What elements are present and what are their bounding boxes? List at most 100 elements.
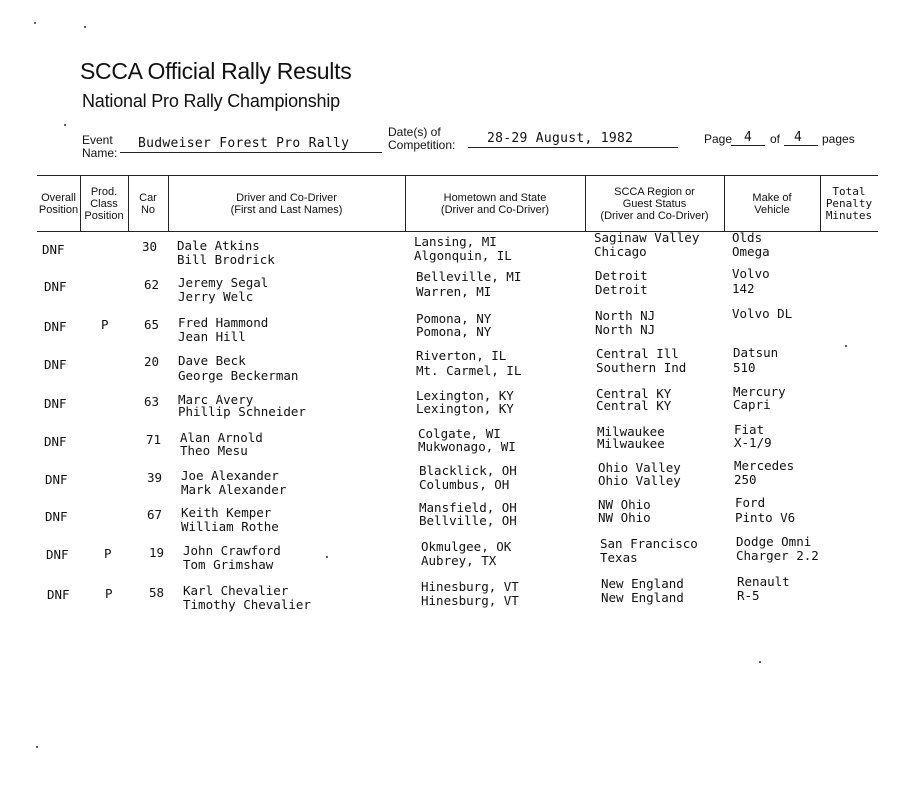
table-header-bottom-rule [37,231,878,232]
table-row: DNF P 58 Karl Chevalier Timothy Chevalie… [0,575,900,624]
co-driver-hometown: Columbus, OH [419,477,510,492]
column-header-region: SCCA Region or Guest Status (Driver and … [600,186,709,222]
vehicle-model: X-1/9 [734,435,772,450]
page-number-underline [731,145,765,146]
column-divider [585,176,586,232]
driver-region: Central KY [596,386,672,401]
vehicle-make: Olds [732,230,763,245]
co-driver-region: Ohio Valley [598,473,681,488]
column-divider [168,176,169,232]
pages-label: pages [822,132,855,146]
driver-hometown: Colgate, WI [418,426,501,441]
overall-position: DNF [42,242,65,257]
driver-region: Central Ill [596,346,679,361]
co-driver-name: Jerry Welc [178,289,254,304]
driver-name: John Crawford [183,543,281,558]
co-driver-hometown: Hinesburg, VT [421,593,519,608]
table-row: DNF P 65 Fred Hammond Jean Hill Pomona, … [0,307,900,354]
dates-underline [468,147,678,148]
co-driver-region: Chicago [594,244,647,259]
co-driver-hometown: Algonquin, IL [414,248,512,263]
driver-hometown: Hinesburg, VT [421,579,519,594]
scan-speck [34,22,36,24]
scan-speck [64,124,66,126]
overall-position: DNF [45,509,68,524]
overall-position: DNF [44,357,67,372]
co-driver-hometown: Warren, MI [416,284,492,299]
driver-name: Keith Kemper [181,505,272,520]
car-number: 30 [142,239,158,254]
column-divider [820,176,821,232]
car-number: 58 [149,585,165,600]
table-row: DNF 67 Keith Kemper William Rothe Mansfi… [0,496,900,546]
driver-name: Joe Alexander [181,468,279,483]
co-driver-region: Texas [600,550,638,565]
driver-hometown: Lexington, KY [416,388,514,403]
overall-position: DNF [44,434,67,449]
overall-position: DNF [44,279,67,294]
page-label: Page [704,132,733,146]
co-driver-hometown: Mukwonago, WI [418,439,516,454]
event-name-label: Event Name: [82,133,118,160]
car-number: 65 [144,317,160,332]
vehicle-model: Charger 2.2 [736,548,819,563]
co-driver-name: George Beckerman [178,368,299,383]
driver-region: San Francisco [600,536,698,551]
table-row: DNF 71 Alan Arnold Theo Mesu Colgate, WI… [0,423,900,470]
scan-speck [84,26,86,28]
co-driver-name: Mark Alexander [181,482,287,497]
column-header-hometown: Hometown and State (Driver and Co-Driver… [440,192,550,216]
car-number: 71 [146,432,162,447]
table-row: DNF 62 Jeremy Segal Jerry Welc Bellevill… [0,267,900,314]
co-driver-name: Theo Mesu [180,443,248,458]
of-label: of [770,132,781,146]
table-row: DNF 39 Joe Alexander Mark Alexander Blac… [0,459,900,508]
vehicle-make: Volvo DL [732,306,793,321]
event-name-underline [120,152,382,153]
vehicle-make: Fiat [734,422,765,437]
scan-speck [845,345,847,347]
column-header-car-no: Car No [139,192,157,216]
co-driver-region: Milwaukee [597,436,665,451]
vehicle-model: 142 [732,281,755,296]
column-header-make: Make of Vehicle [752,192,792,216]
driver-hometown: Pomona, NY [416,311,492,326]
co-driver-name: Timothy Chevalier [183,597,311,612]
table-row: DNF 20 Dave Beck George Beckerman Rivert… [0,346,900,392]
vehicle-model: Capri [733,397,771,412]
vehicle-model: Pinto V6 [735,510,796,525]
scan-speck [759,661,761,663]
vehicle-make: Mercury [733,384,786,399]
driver-region: Ohio Valley [598,460,681,475]
driver-hometown: Okmulgee, OK [421,539,512,554]
co-driver-name: Tom Grimshaw [183,557,274,572]
overall-position: DNF [44,396,67,411]
co-driver-hometown: Aubrey, TX [421,553,497,568]
vehicle-model: 250 [734,472,757,487]
car-number: 19 [149,545,165,560]
column-divider [405,176,406,232]
table-top-rule [37,175,878,176]
vehicle-make: Renault [737,574,790,589]
car-number: 20 [144,354,160,369]
dates-value: 28-29 August, 1982 [487,131,634,146]
driver-region: Detroit [595,268,648,283]
dates-label: Date(s) of Competition: [388,125,456,152]
column-header-driver: Driver and Co-Driver (First and Last Nam… [230,192,343,216]
co-driver-name: Phillip Schneider [178,404,306,419]
co-driver-region: Southern Ind [596,360,687,375]
driver-name: Karl Chevalier [183,583,289,598]
co-driver-region: NW Ohio [598,510,651,525]
overall-position: DNF [45,472,68,487]
driver-name: Dale Atkins [177,238,260,253]
page-total: 4 [794,130,803,145]
column-header-overall: Overall Position [38,192,79,216]
co-driver-name: Jean Hill [178,329,246,344]
vehicle-model: R-5 [737,588,760,603]
vehicle-make: Datsun [733,345,779,360]
overall-position: DNF [47,587,70,602]
driver-name: Jeremy Segal [178,275,269,290]
driver-region: Milwaukee [597,424,665,439]
driver-region: North NJ [595,308,656,323]
car-number: 67 [147,507,163,522]
